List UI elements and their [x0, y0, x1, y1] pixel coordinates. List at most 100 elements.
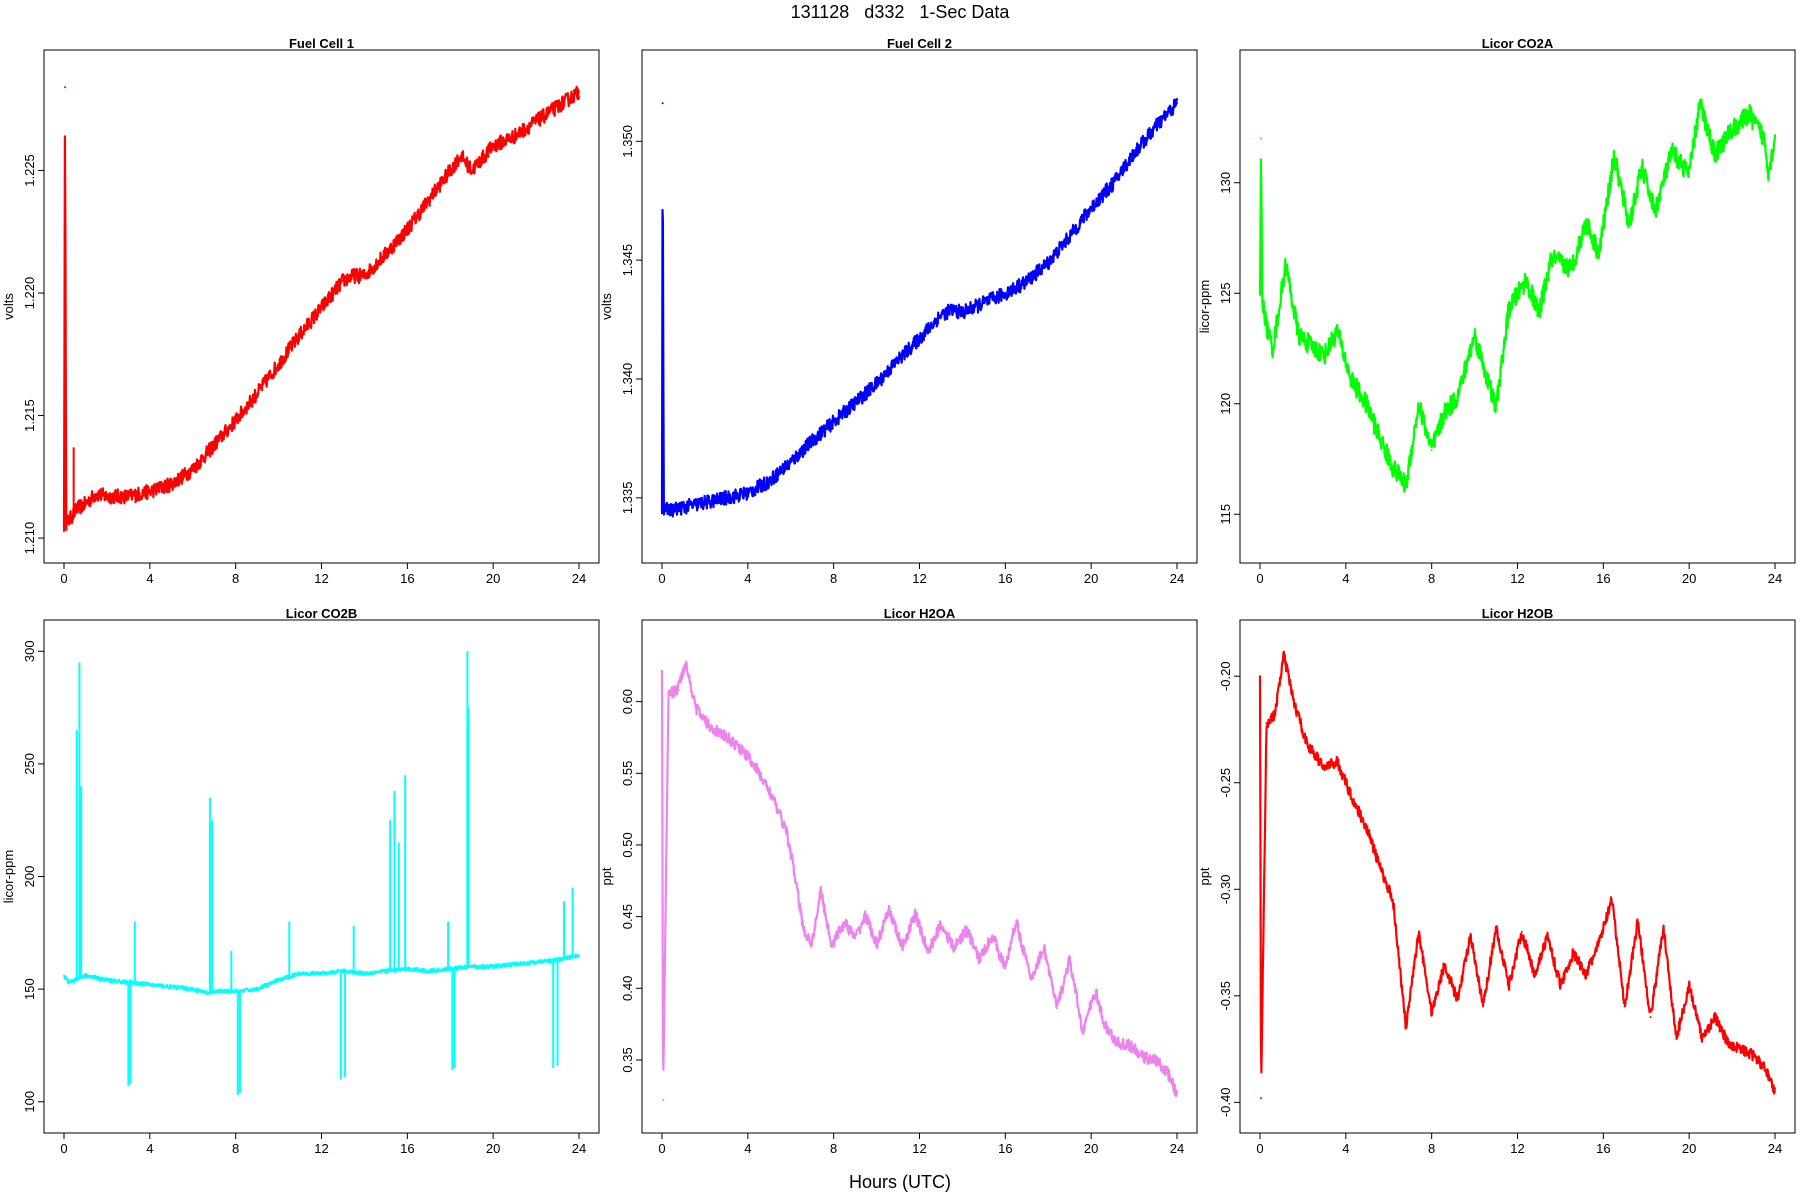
x-tick-label: 0: [60, 571, 67, 586]
y-tick-label: 115: [1218, 504, 1233, 525]
chart-panel-licor-co2b: Licor CO2B licor-ppm 0 4 8 12 16 20 24 100 150 200 2…: [1, 606, 600, 1156]
x-tick-label: 20: [486, 1141, 500, 1156]
y-tick-label: 0.40: [620, 976, 635, 1001]
series-line: [1258, 650, 1777, 1095]
series-licor-h2ob: [1258, 650, 1777, 1100]
x-tick-label: 16: [998, 1141, 1012, 1156]
chart-panel-licor-h2oa: Licor H2OA ppt 0 4 8 12 16 20 24 0.35 0.40 0.45 0.50…: [599, 606, 1198, 1156]
series-fuel-cell-2: [660, 98, 1179, 518]
x-tick-label: 4: [1342, 571, 1349, 586]
plot-frame: [43, 619, 600, 1134]
y-axis-label: volts: [599, 293, 614, 320]
x-tick-label: 8: [232, 1141, 239, 1156]
x-tick-label: 16: [1596, 1141, 1610, 1156]
x-tick-label: 24: [572, 571, 586, 586]
chart-title: Fuel Cell 1: [289, 36, 354, 51]
y-tick-label: 1.350: [620, 125, 635, 158]
x-tick-label: 12: [314, 1141, 328, 1156]
series-line: [660, 98, 1179, 518]
x-tick-label: 16: [998, 571, 1012, 586]
x-tick-label: 16: [1596, 571, 1610, 586]
chart-title: Licor H2OA: [884, 606, 956, 621]
y-tick-label: -0.40: [1218, 1088, 1233, 1118]
y-tick-label: 250: [22, 753, 37, 775]
y-tick-label: 0.35: [620, 1047, 635, 1072]
series-line: [660, 660, 1179, 1098]
x-tick-label: 0: [658, 1141, 665, 1156]
x-tick-label: 8: [1428, 1141, 1435, 1156]
x-tick-label: 8: [232, 571, 239, 586]
x-tick-label: 4: [744, 1141, 751, 1156]
y-tick-label: 125: [1218, 282, 1233, 304]
plot-frame: [1239, 49, 1796, 564]
y-axis-label: licor-ppm: [1197, 280, 1212, 333]
y-tick-label: 300: [22, 640, 37, 662]
y-tick-label: 1.345: [620, 244, 635, 277]
x-tick-label: 8: [830, 1141, 837, 1156]
x-tick-label: 12: [912, 1141, 926, 1156]
y-axis-label: licor-ppm: [1, 850, 16, 903]
x-tick-label: 4: [146, 1141, 153, 1156]
y-tick-label: -0.25: [1218, 768, 1233, 798]
y-tick-label: -0.20: [1218, 661, 1233, 691]
x-tick-label: 4: [1342, 1141, 1349, 1156]
y-tick-label: 200: [22, 866, 37, 888]
y-axis-label: volts: [1, 293, 16, 320]
x-tick-label: 0: [658, 571, 665, 586]
y-tick-label: 0.45: [620, 904, 635, 929]
x-tick-label: 20: [1682, 571, 1696, 586]
x-tick-label: 0: [60, 1141, 67, 1156]
x-tick-label: 24: [1768, 571, 1782, 586]
series-licor-co2a: [1258, 98, 1777, 493]
y-tick-label: 1.225: [22, 154, 37, 187]
y-tick-label: 1.340: [620, 363, 635, 396]
x-tick-label: 4: [146, 571, 153, 586]
y-tick-label: -0.35: [1218, 981, 1233, 1011]
x-tick-label: 20: [1682, 1141, 1696, 1156]
y-tick-label: 1.215: [22, 399, 37, 432]
chart-panel-licor-co2a: Licor CO2A licor-ppm 0 4 8 12 16 20 24 115 120 125 1…: [1197, 36, 1796, 586]
y-tick-label: 1.210: [22, 522, 37, 555]
series-licor-co2b: [63, 651, 580, 1095]
plot-frame: [641, 619, 1198, 1134]
series-licor-h2oa: [660, 660, 1179, 1102]
x-tick-label: 24: [1768, 1141, 1782, 1156]
y-tick-label: -0.30: [1218, 874, 1233, 904]
y-tick-label: 0.60: [620, 689, 635, 714]
x-tick-label: 20: [486, 571, 500, 586]
x-tick-label: 12: [1510, 1141, 1524, 1156]
y-tick-label: 1.335: [620, 482, 635, 515]
x-tick-label: 12: [314, 571, 328, 586]
chart-panel-fuel-cell-2: Fuel Cell 2 volts 0 4 8 12 16 20 24 1.335 1.340 1.3…: [599, 36, 1198, 586]
series-line: [62, 85, 581, 532]
y-tick-label: 150: [22, 978, 37, 1000]
chart-panel-licor-h2ob: Licor H2OB ppt 0 4 8 12 16 20 24 -0.40 -0.35 -0.30 -…: [1197, 606, 1796, 1156]
x-tick-label: 20: [1084, 1141, 1098, 1156]
chart-title: Fuel Cell 2: [887, 36, 952, 51]
y-tick-label: 100: [22, 1091, 37, 1113]
x-tick-label: 0: [1256, 1141, 1263, 1156]
series-line: [1258, 98, 1777, 493]
y-axis-label: ppt: [1197, 867, 1212, 885]
plot-frame: [1239, 619, 1796, 1134]
chart-title: Licor CO2A: [1482, 36, 1554, 51]
y-tick-label: 1.220: [22, 277, 37, 310]
x-tick-label: 24: [1170, 571, 1184, 586]
page-title: 131128 d332 1-Sec Data: [790, 2, 1010, 22]
chart-title: Licor CO2B: [286, 606, 358, 621]
y-tick-label: 130: [1218, 172, 1233, 194]
x-tick-label: 16: [400, 571, 414, 586]
series-fuel-cell-1: [62, 85, 581, 532]
x-tick-label: 24: [572, 1141, 586, 1156]
y-tick-label: 0.55: [620, 761, 635, 786]
x-axis-caption: Hours (UTC): [849, 1172, 951, 1192]
x-tick-label: 12: [1510, 571, 1524, 586]
plot-frame: [641, 49, 1198, 564]
x-tick-label: 20: [1084, 571, 1098, 586]
chart-panel-fuel-cell-1: Fuel Cell 1 volts 0 4 8 12 16 20 24 1.210 1.215 1.2…: [1, 36, 600, 586]
y-axis-label: ppt: [599, 867, 614, 885]
x-tick-label: 8: [830, 571, 837, 586]
x-tick-label: 12: [912, 571, 926, 586]
x-tick-label: 4: [744, 571, 751, 586]
x-tick-label: 8: [1428, 571, 1435, 586]
